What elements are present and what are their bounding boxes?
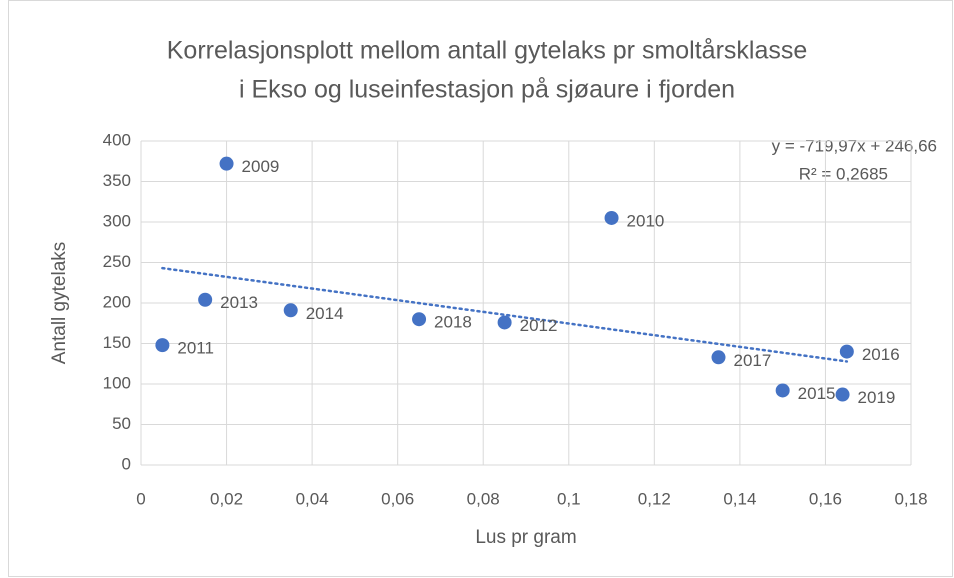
point-label: 2009	[242, 157, 280, 176]
x-tick-label: 0,16	[809, 489, 842, 508]
point	[497, 315, 512, 330]
point	[711, 350, 726, 365]
point-label: 2012	[520, 316, 558, 335]
point-label: 2016	[862, 345, 900, 364]
x-tick-label: 0,08	[467, 489, 500, 508]
y-tick-label: 250	[103, 252, 131, 271]
point-label: 2017	[734, 351, 772, 370]
chart-title: i Ekso og luseinfestasjon på sjøaure i f…	[239, 76, 735, 104]
point-label: 2013	[220, 293, 258, 312]
y-tick-label: 350	[103, 171, 131, 190]
point	[412, 312, 427, 327]
x-tick-label: 0,02	[210, 489, 243, 508]
point-label: 2015	[798, 384, 836, 403]
y-axis-title: Antall gytelaks	[49, 242, 70, 365]
trend-r2: R² = 0,2685	[799, 164, 888, 183]
point-label: 2010	[627, 211, 665, 230]
x-tick-label: 0,04	[296, 489, 329, 508]
y-tick-label: 0	[122, 454, 131, 473]
point	[219, 156, 234, 171]
y-tick-label: 300	[103, 211, 131, 230]
x-tick-label: 0,1	[557, 489, 581, 508]
trendline	[161, 266, 849, 363]
y-tick-label: 400	[103, 130, 131, 149]
point	[198, 292, 213, 307]
point	[775, 383, 790, 398]
point	[604, 210, 619, 225]
point	[835, 387, 850, 402]
x-axis-title: Lus pr gram	[475, 527, 576, 548]
x-tick-label: 0,18	[894, 489, 927, 508]
trend-equation: y = -719,97x + 246,66	[772, 136, 937, 155]
point	[283, 303, 298, 318]
point-label: 2014	[306, 304, 344, 323]
x-tick-label: 0,12	[638, 489, 671, 508]
point	[839, 344, 854, 359]
point	[155, 338, 170, 353]
y-tick-label: 50	[112, 414, 131, 433]
y-tick-label: 100	[103, 373, 131, 392]
x-tick-label: 0,06	[381, 489, 414, 508]
point-label: 2019	[858, 388, 896, 407]
y-tick-label: 200	[103, 292, 131, 311]
x-tick-label: 0	[136, 489, 145, 508]
point-label: 2018	[434, 313, 472, 332]
x-tick-label: 0,14	[723, 489, 756, 508]
point-label: 2011	[177, 339, 214, 358]
chart-border	[8, 0, 953, 577]
y-tick-label: 150	[103, 333, 131, 352]
chart-title: Korrelasjonsplott mellom antall gytelaks…	[167, 37, 808, 65]
